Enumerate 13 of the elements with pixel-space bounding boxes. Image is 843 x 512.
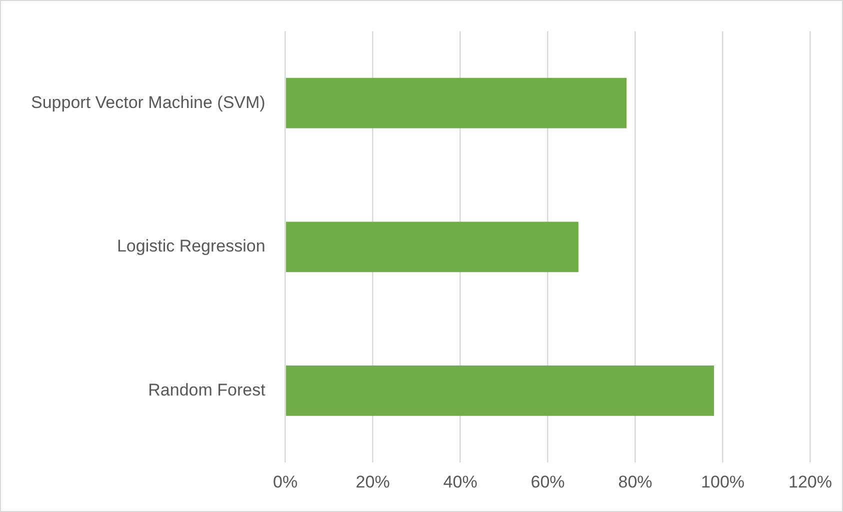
- y-tick-label: Support Vector Machine (SVM): [30, 92, 266, 112]
- x-tick-label: 20%: [356, 472, 390, 492]
- bar: [286, 366, 714, 416]
- x-tick-label: 60%: [530, 472, 565, 492]
- y-tick-label: Random Forest: [148, 380, 266, 400]
- x-tick-label: 100%: [701, 472, 745, 492]
- bar: [286, 222, 578, 272]
- x-tick-label: 120%: [788, 472, 832, 492]
- x-tick-label: 40%: [443, 472, 478, 492]
- bar: [286, 78, 627, 128]
- y-tick-label: Logistic Regression: [116, 236, 266, 256]
- x-tick-label: 80%: [618, 472, 652, 492]
- x-tick-label: 0%: [273, 472, 298, 492]
